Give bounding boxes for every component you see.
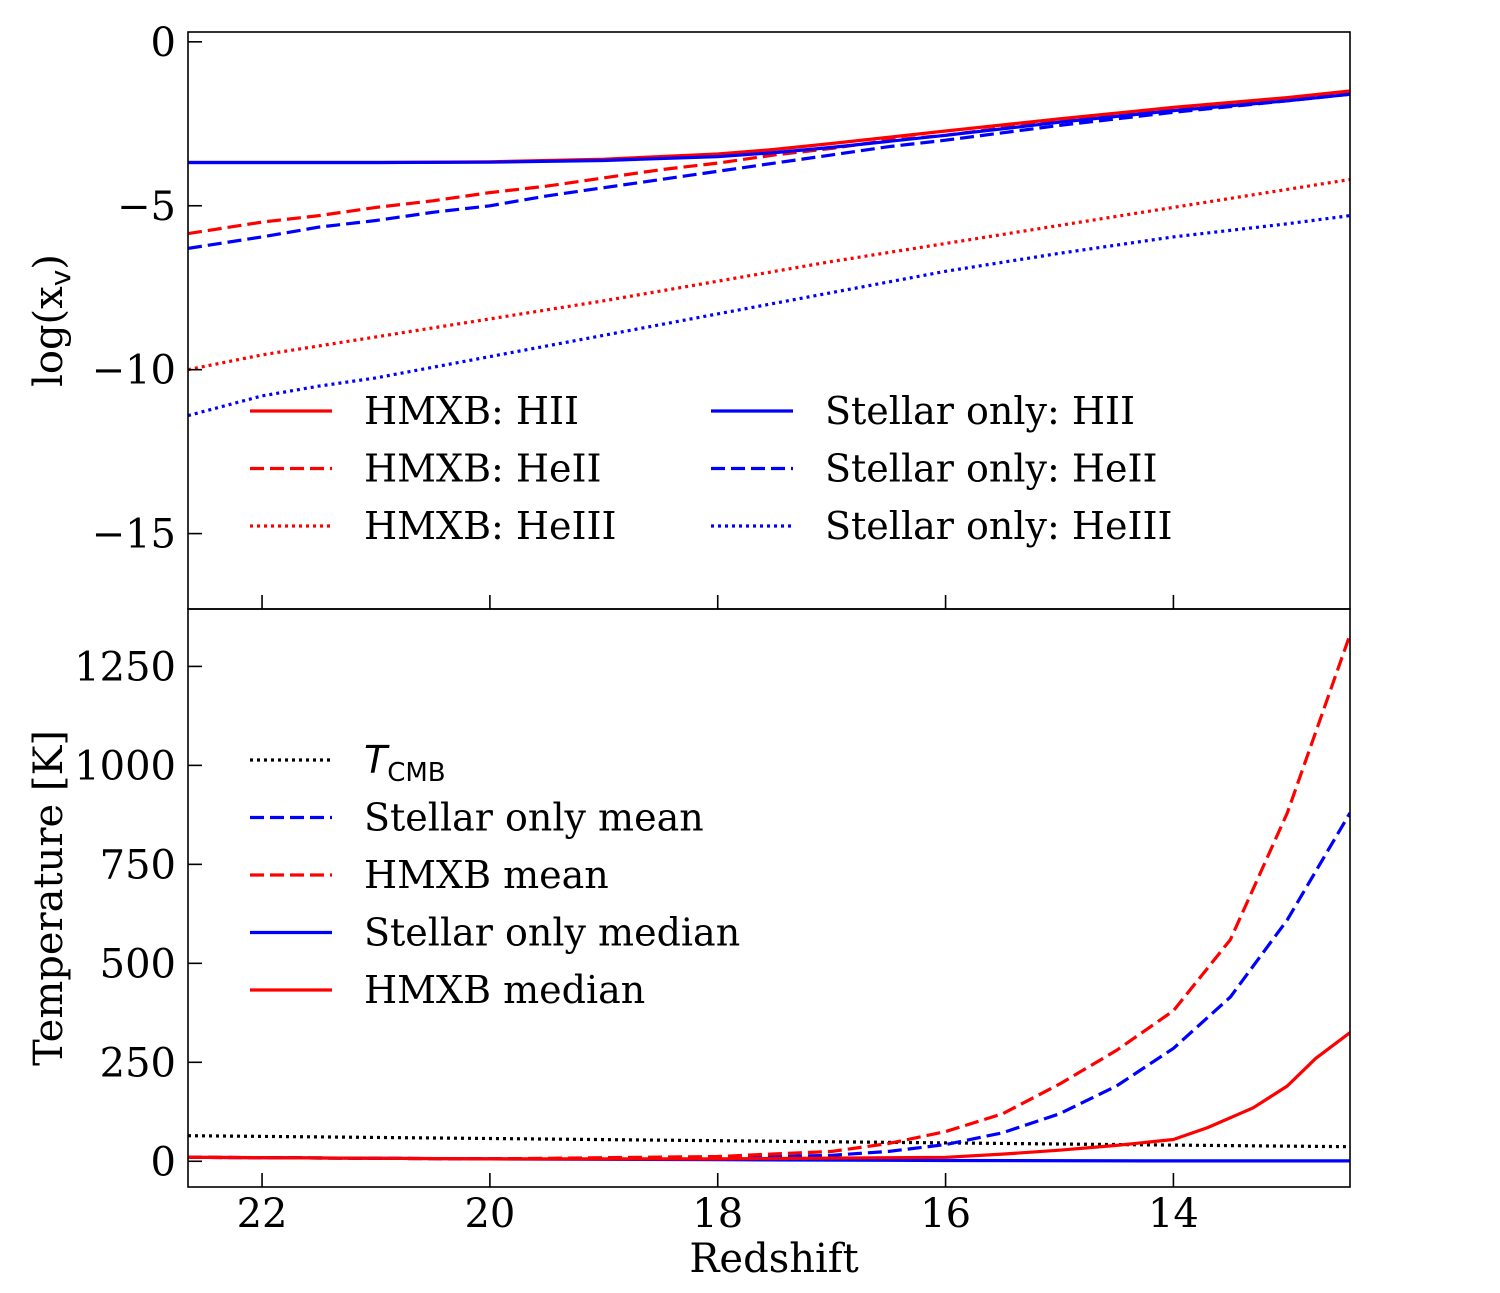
x-tick-label: 18 — [692, 1191, 743, 1237]
y-tick-label: 250 — [100, 1040, 176, 1086]
y-tick-label: −15 — [92, 512, 176, 558]
y-axis-label: Temperature [K] — [26, 730, 72, 1066]
legend-label: HMXB mean — [364, 853, 609, 897]
axes-frame — [187, 608, 1351, 1188]
legend-label: Stellar only: HeII — [825, 447, 1158, 491]
legend-label: TCMB — [364, 738, 446, 788]
legend-label: HMXB: HeII — [364, 447, 602, 491]
x-tick-label: 14 — [1148, 1191, 1199, 1237]
y-tick-label: −10 — [92, 348, 176, 394]
series-group — [188, 89, 1350, 418]
series-line-stellar-only-mean — [188, 812, 1350, 1161]
series-line-hmxb-median — [188, 1031, 1350, 1161]
legend: TCMB Stellar only mean HMXB mean Stellar on… — [250, 738, 740, 1012]
x-tick-label: 16 — [920, 1191, 971, 1237]
legend: HMXB: HII HMXB: HeII HMXB: HeIII Stellar on… — [250, 389, 1173, 548]
y-tick-label: 0 — [151, 1139, 176, 1185]
series-line-stellar-only-hii — [188, 92, 1350, 165]
y-tick-label: −5 — [117, 184, 176, 230]
legend-label: HMXB: HeIII — [364, 504, 617, 548]
y-tick-label: 500 — [100, 941, 176, 987]
axes-frame — [187, 31, 1351, 610]
y-tick-label: 1250 — [74, 644, 176, 690]
y-tick-label: 750 — [100, 842, 176, 888]
x-axis-label: Redshift — [689, 1236, 858, 1282]
y-tick-label: 1000 — [74, 743, 176, 789]
series-line-hmxb-heiii — [188, 177, 1350, 372]
series-line-hmxb-heii — [188, 91, 1350, 236]
legend-label: Stellar only: HII — [825, 389, 1135, 433]
legend-label: Stellar only median — [364, 911, 740, 955]
panel-bottom: 0 250 500 750 1000 1250 22 20 18 16 14 Temperature … — [26, 608, 1351, 1282]
legend-label: HMXB median — [364, 968, 645, 1012]
series-line-stellar-only-heii — [188, 92, 1350, 250]
legend-label: Stellar only mean — [364, 796, 704, 840]
x-tick-label: 22 — [237, 1191, 288, 1237]
legend-label: HMXB: HII — [364, 389, 579, 433]
series-group — [188, 634, 1350, 1163]
series-line-hmxb-mean — [188, 634, 1350, 1161]
y-axis-label: log(xv) — [26, 254, 77, 387]
series-line-stellar-only-heiii — [188, 214, 1350, 418]
legend-label: Stellar only: HeIII — [825, 504, 1173, 548]
y-tick-label: 0 — [151, 20, 176, 66]
x-tick-label: 20 — [464, 1191, 515, 1237]
